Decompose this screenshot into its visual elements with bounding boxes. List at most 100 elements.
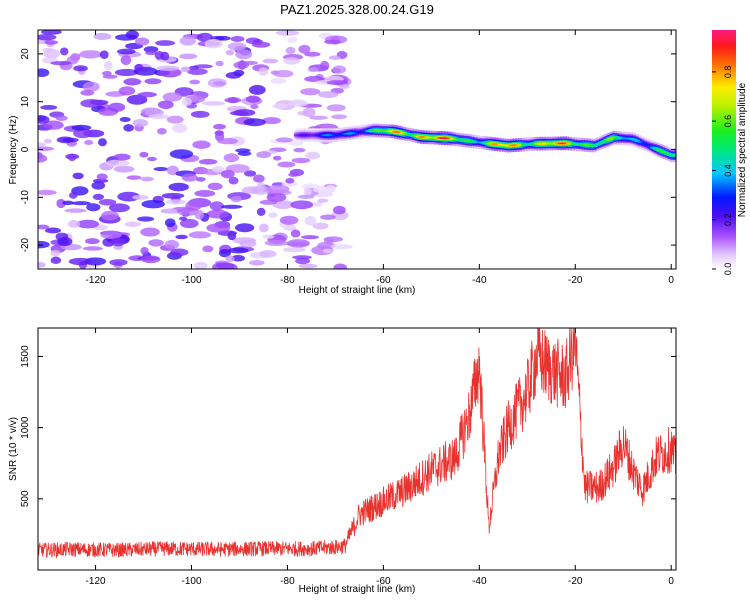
spectrogram-noise-blob — [123, 124, 134, 132]
spectrogram-noise-blob — [148, 239, 164, 247]
x-tick-label: -40 — [472, 576, 487, 587]
spectrogram-heatmap — [38, 30, 676, 269]
spectrogram-noise-blob — [272, 200, 295, 209]
spectrogram-noise-blob — [231, 254, 246, 262]
spectrogram-noise-blob — [282, 247, 306, 253]
spectrogram-noise-blob — [245, 95, 261, 103]
spectrogram-noise-blob — [285, 177, 295, 184]
snr-x-ticks: -120 -100 -80 -60 -40 -20 0 — [86, 328, 674, 587]
spectrogram-noise-blob — [100, 210, 119, 221]
spectrogram-noise-blob — [40, 105, 58, 110]
spectrogram-noise-blob — [218, 248, 231, 258]
spectrogram-noise-blob — [62, 200, 74, 206]
spectrogram-noise-blob — [304, 216, 317, 226]
spectrogram-noise-blob — [134, 63, 144, 72]
spectrogram-noise-blob — [140, 176, 154, 182]
spectrogram-noise-blob — [230, 195, 242, 203]
snr-frame — [37, 327, 677, 571]
spectrogram-noise-blob — [38, 224, 50, 230]
spectrogram-noise-blob — [120, 55, 132, 66]
spectrogram-noise-blob — [185, 200, 202, 211]
spectrogram-noise-blob — [180, 66, 191, 73]
spectrogram-noise-blob — [38, 240, 50, 249]
figure-title: PAZ1.2025.328.00.24.G19 — [280, 2, 434, 17]
spectrogram-noise-blob — [109, 259, 128, 266]
spectrogram-noise-blob — [193, 261, 208, 269]
spectrogram-noise-blob — [92, 193, 105, 201]
spectrogram-noise-blob — [123, 78, 142, 86]
spectrogram-noise-blob — [229, 110, 249, 116]
spectrogram-noise-blob — [139, 151, 149, 158]
spectrogram-noise-blob — [156, 65, 180, 71]
spectrogram-noise-blob — [243, 118, 266, 127]
spectrogram-noise-blob — [312, 222, 329, 230]
snr-y-axis-label: SNR (10 * v/v) — [8, 417, 19, 481]
spectrogram-noise-blob — [198, 158, 218, 165]
spectrogram-noise-blob — [225, 72, 242, 79]
spectrogram-noise-blob — [330, 244, 353, 250]
spectrogram-noise-blob — [332, 65, 347, 74]
spectrogram-noise-blob — [332, 205, 346, 215]
spectrogram-noise-blob — [235, 49, 253, 60]
spectrogram-noise-blob — [287, 100, 309, 107]
spectrogram-noise-blob — [298, 263, 318, 269]
spectrogram-noise-blob — [119, 117, 131, 122]
spectrogram-noise-blob — [50, 61, 72, 66]
spectrogram-noise-blob — [285, 46, 296, 55]
spectrogram-noise-blob — [190, 110, 210, 118]
spectrogram-noise-blob — [163, 208, 178, 214]
spectrogram-noise-blob — [307, 67, 319, 73]
spectrogram-noise-blob — [259, 223, 269, 233]
x-tick-label: -120 — [86, 275, 106, 286]
spectrogram-noise-blob — [71, 124, 92, 131]
spectrogram-noise-blob — [317, 198, 329, 203]
spectrogram-noise-blob — [55, 115, 68, 121]
spectrogram-noise-blob — [322, 248, 334, 254]
spectrogram-noise-blob — [73, 65, 88, 72]
spectrogram-noise-blob — [196, 176, 206, 182]
spectrogram-noise-blob — [108, 203, 130, 213]
spectrogram-noise-blob — [272, 103, 288, 109]
spectrogram-noise-blob — [202, 101, 226, 106]
snr-y-ticks: 500 1000 1500 — [20, 345, 676, 507]
spectrogram-noise-blob — [114, 68, 139, 77]
spectrogram-noise-blob — [281, 181, 298, 187]
spectrogram-noise-blob — [68, 220, 81, 228]
spectrogram-noise-blob — [206, 223, 231, 233]
spectrogram-y-ticks: -20 -10 0 10 20 — [20, 48, 676, 252]
spectrogram-noise-blob — [166, 115, 184, 124]
spectrogram-noise-blob — [82, 246, 103, 251]
spectrogram-noise-blob — [76, 219, 100, 229]
spectrogram-noise-blob — [204, 38, 223, 49]
x-tick-label: -100 — [181, 275, 201, 286]
spectrogram-noise-blob — [212, 81, 226, 86]
y-tick-label: 0 — [20, 146, 31, 152]
spectrogram-noise-blob — [244, 170, 257, 177]
spectrogram-noise-blob — [164, 218, 176, 228]
spectrogram-noise-blob — [50, 256, 62, 264]
spectrogram-noise-blob — [287, 36, 298, 43]
spectrogram-noise-blob — [293, 147, 306, 153]
spectrogram-noise-blob — [206, 209, 229, 219]
spectrogram-noise-blob — [162, 92, 183, 102]
spectrogram-noise-blob — [175, 234, 188, 240]
spectrogram-noise-blob — [220, 204, 243, 209]
spectrogram-noise-blob — [264, 239, 289, 246]
spectrogram-noise-blob — [140, 255, 161, 264]
spectrogram-noise-blob — [233, 61, 250, 69]
spectrogram-noise-blob — [82, 81, 100, 92]
spectrogram-noise-blob — [164, 239, 180, 250]
spectrogram-noise-blob — [241, 186, 262, 194]
spectrogram-noise-blob — [132, 194, 149, 200]
spectrogram-noise-blob — [132, 119, 149, 127]
spectrogram-noise-blob — [225, 255, 235, 263]
spectrogram-noise-blob — [113, 153, 131, 161]
spectrogram-noise-blob — [124, 221, 141, 227]
spectrogram-noise-blob — [108, 102, 126, 112]
spectrogram-noise-blob — [292, 255, 312, 260]
spectrogram-noise-blob — [181, 97, 192, 106]
spectrogram-noise-blob — [187, 68, 208, 75]
spectrogram-x-axis-label: Height of straight line (km) — [299, 285, 416, 296]
spectrogram-noise-blob — [256, 151, 271, 159]
